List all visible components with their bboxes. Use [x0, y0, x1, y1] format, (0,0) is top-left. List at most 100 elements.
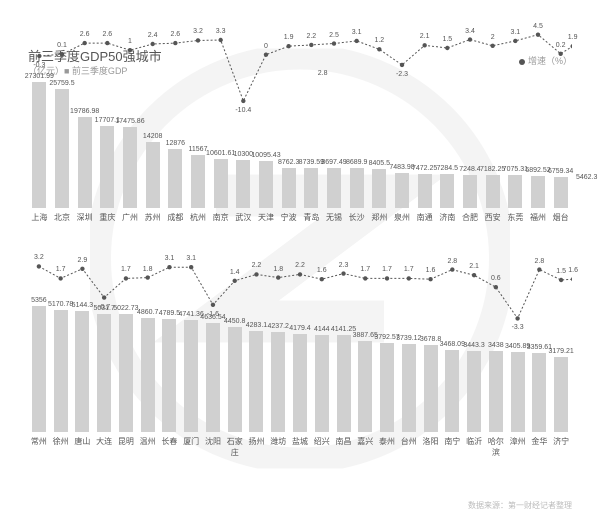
growth-value: -0.3 — [27, 62, 51, 69]
growth-value: -2.3 — [390, 71, 414, 78]
growth-value: 1.7 — [397, 266, 421, 273]
bar — [206, 323, 220, 432]
city-label: 盐城 — [289, 436, 311, 447]
bar — [282, 168, 296, 208]
city-label: 长春 — [158, 436, 180, 447]
city-label: 昆明 — [115, 436, 137, 447]
city-label: 广州 — [119, 212, 141, 223]
city-label: 东莞 — [504, 212, 526, 223]
city-label: 南昌 — [333, 436, 355, 447]
growth-value: 1.4 — [223, 269, 247, 276]
growth-value: 0.1 — [50, 42, 74, 49]
growth-value: 3.1 — [179, 255, 203, 262]
growth-value: 4.5 — [526, 23, 550, 30]
city-label: 苏州 — [142, 212, 164, 223]
city-label: 深圳 — [74, 212, 96, 223]
growth-value: 2.1 — [413, 33, 437, 40]
bar — [424, 345, 438, 432]
bar — [372, 169, 386, 208]
city-label: 杭州 — [187, 212, 209, 223]
growth-value: 3.3 — [209, 28, 233, 35]
bar — [554, 177, 568, 208]
bar — [168, 149, 182, 208]
gdp-value: 27301.99 — [19, 73, 59, 80]
gdp-value: 19786.98 — [65, 108, 105, 115]
growth-value: 2.6 — [73, 31, 97, 38]
bar — [97, 314, 111, 432]
city-label: 南宁 — [441, 436, 463, 447]
growth-value: 1.6 — [561, 267, 585, 274]
growth-value: 2.9 — [70, 257, 94, 264]
growth-value: 2.4 — [141, 32, 165, 39]
bar — [511, 352, 525, 432]
growth-value: -0.7 — [92, 304, 116, 311]
panel-top: 27301.9925759.519786.9817707.117475.8614… — [28, 82, 572, 208]
bar — [119, 314, 133, 432]
city-label: 石家庄 — [224, 436, 246, 458]
bar — [32, 306, 46, 432]
bar — [228, 327, 242, 432]
bar — [380, 343, 394, 432]
growth-value: -10.4 — [231, 107, 255, 114]
panel-bottom: 53565170.785144.35031.75022.734860.74789… — [28, 306, 572, 432]
bar — [32, 82, 46, 208]
growth-value: 2.3 — [332, 262, 356, 269]
growth-value: 2.2 — [244, 262, 268, 269]
bar — [75, 311, 89, 432]
bar — [445, 350, 459, 432]
bar — [327, 168, 341, 208]
gdp-value: 25759.5 — [42, 80, 82, 87]
city-label: 漳州 — [507, 436, 529, 447]
city-label: 哈尔滨 — [485, 436, 507, 458]
city-label: 泉州 — [391, 212, 413, 223]
city-label: 合肥 — [459, 212, 481, 223]
legend: 增速（%） — [519, 54, 572, 67]
city-label: 沈阳 — [202, 436, 224, 447]
city-label: 扬州 — [245, 436, 267, 447]
growth-value: 1.9 — [561, 34, 585, 41]
growth-value: 1.7 — [49, 266, 73, 273]
growth-value: 2 — [481, 34, 505, 41]
growth-value: 1.6 — [310, 267, 334, 274]
city-label: 成都 — [164, 212, 186, 223]
bar — [508, 175, 522, 208]
bar — [440, 174, 454, 208]
bar — [293, 334, 307, 432]
city-label: 台州 — [398, 436, 420, 447]
bar — [531, 176, 545, 208]
growth-value: 1.7 — [353, 266, 377, 273]
city-label: 厦门 — [180, 436, 202, 447]
growth-value: 2.5 — [322, 32, 346, 39]
bar — [249, 331, 263, 432]
growth-value: 1.5 — [435, 36, 459, 43]
growth-value: 0.6 — [484, 275, 508, 282]
growth-value: 3.2 — [27, 254, 51, 261]
growth-value: 2.8 — [527, 258, 551, 265]
bar — [214, 159, 228, 208]
bar — [100, 126, 114, 208]
city-label: 北京 — [51, 212, 73, 223]
bar — [554, 357, 568, 432]
bar — [463, 175, 477, 208]
bar — [271, 332, 285, 432]
growth-value: 2.8 — [440, 258, 464, 265]
growth-value: 1 — [118, 38, 142, 45]
city-label: 临沂 — [463, 436, 485, 447]
bar — [486, 175, 500, 208]
growth-value: 3.1 — [157, 255, 181, 262]
bar — [259, 161, 273, 208]
growth-value: 2.8 — [311, 70, 335, 77]
bar — [489, 351, 503, 432]
city-label: 常州 — [28, 436, 50, 447]
city-label: 泰州 — [376, 436, 398, 447]
city-label: 大连 — [93, 436, 115, 447]
growth-value: 2.6 — [95, 31, 119, 38]
growth-value: -3.3 — [506, 324, 530, 331]
growth-value: 3.1 — [503, 29, 527, 36]
growth-value: 1.7 — [375, 266, 399, 273]
growth-value: 1.8 — [266, 266, 290, 273]
city-label: 南京 — [210, 212, 232, 223]
city-label: 绍兴 — [311, 436, 333, 447]
city-label: 郑州 — [368, 212, 390, 223]
bar — [184, 320, 198, 432]
